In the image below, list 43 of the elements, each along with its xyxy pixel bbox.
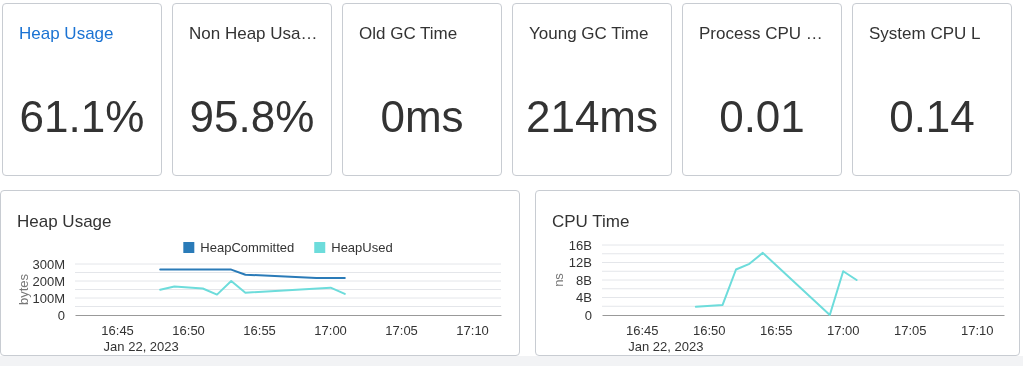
x-tick-label: 16:45	[101, 323, 134, 338]
text: 95.8%	[188, 92, 316, 142]
x-tick-label: 17:05	[893, 323, 927, 338]
x-tick-label: 17:10	[456, 323, 489, 338]
text: 0.14	[888, 92, 976, 142]
y-tick-label: 4B	[576, 290, 592, 306]
text: 0ms	[379, 92, 465, 142]
text: Process CPU …	[699, 24, 823, 44]
legend-label: HeapCommitted	[200, 240, 295, 255]
x-tick-label: 16:50	[692, 323, 726, 338]
chart-title: Heap Usage	[17, 212, 112, 231]
text: Jan 22, 2023	[103, 339, 179, 354]
y-tick-label: 0	[57, 307, 65, 323]
legend-label: HeapUsed	[331, 240, 393, 255]
x-tick-label: 17:10	[960, 323, 994, 338]
line-series	[159, 280, 346, 296]
x-tick-label: 16:45	[625, 323, 659, 338]
line-series	[694, 251, 858, 316]
y-tick-label: 100M	[32, 290, 65, 306]
y-tick-label: 200M	[32, 273, 65, 289]
text: 0.01	[718, 92, 806, 142]
y-tick-label: 8B	[576, 272, 592, 288]
y-tick-label: 16B	[568, 237, 592, 253]
text: Jan 22, 2023	[628, 339, 704, 354]
text: Old GC Time	[359, 24, 458, 44]
x-tick-label: 16:55	[759, 323, 793, 338]
text: 214ms	[524, 92, 660, 142]
text: Heap Usage	[19, 24, 114, 44]
x-tick-label: 17:00	[826, 323, 860, 338]
y-axis-title: bytes	[16, 273, 31, 306]
y-axis-title: ns	[551, 272, 566, 287]
x-tick-label: 17:05	[385, 323, 418, 338]
x-tick-label: 17:00	[314, 323, 347, 338]
text: Non Heap Usa…	[189, 24, 318, 44]
x-tick-label: 16:50	[172, 323, 205, 338]
text: System CPU L	[869, 24, 981, 44]
y-tick-label: 12B	[568, 255, 592, 271]
y-tick-label: 0	[584, 307, 592, 323]
x-tick-label: 16:55	[243, 323, 276, 338]
chart-title: CPU Time	[552, 212, 630, 231]
text: Young GC Time	[529, 24, 649, 44]
y-tick-label: 300M	[32, 256, 65, 272]
text: 61.1%	[18, 92, 146, 142]
